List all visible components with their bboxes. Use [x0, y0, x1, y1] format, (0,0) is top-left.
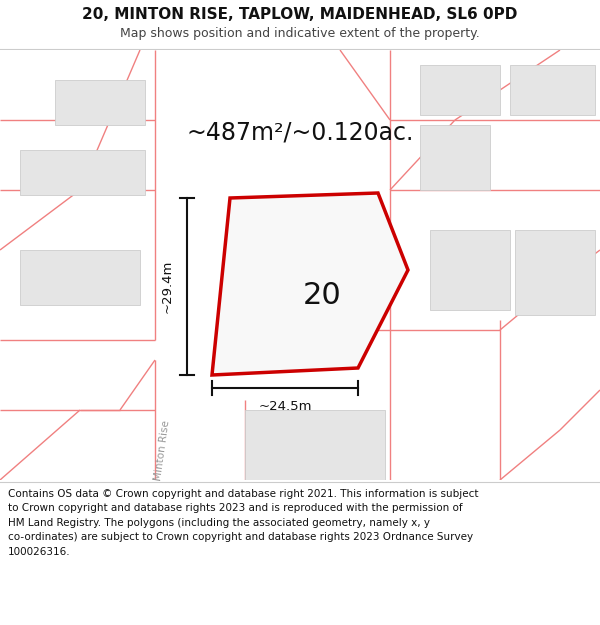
Polygon shape: [430, 230, 510, 310]
Text: Map shows position and indicative extent of the property.: Map shows position and indicative extent…: [120, 28, 480, 41]
Text: ~487m²/~0.120ac.: ~487m²/~0.120ac.: [187, 120, 413, 144]
Polygon shape: [212, 193, 408, 375]
Text: 20, MINTON RISE, TAPLOW, MAIDENHEAD, SL6 0PD: 20, MINTON RISE, TAPLOW, MAIDENHEAD, SL6…: [82, 6, 518, 21]
Text: Minton Rise: Minton Rise: [153, 419, 171, 481]
Text: 20: 20: [302, 281, 341, 309]
Polygon shape: [20, 250, 140, 305]
Text: Contains OS data © Crown copyright and database right 2021. This information is : Contains OS data © Crown copyright and d…: [8, 489, 479, 557]
Polygon shape: [420, 125, 490, 190]
Polygon shape: [252, 260, 338, 358]
Polygon shape: [510, 65, 595, 115]
Polygon shape: [420, 65, 500, 115]
Text: ~29.4m: ~29.4m: [161, 260, 173, 313]
Text: ~24.5m: ~24.5m: [258, 399, 312, 412]
Polygon shape: [55, 80, 145, 125]
Polygon shape: [245, 410, 385, 480]
Polygon shape: [515, 230, 595, 315]
Polygon shape: [20, 150, 145, 195]
